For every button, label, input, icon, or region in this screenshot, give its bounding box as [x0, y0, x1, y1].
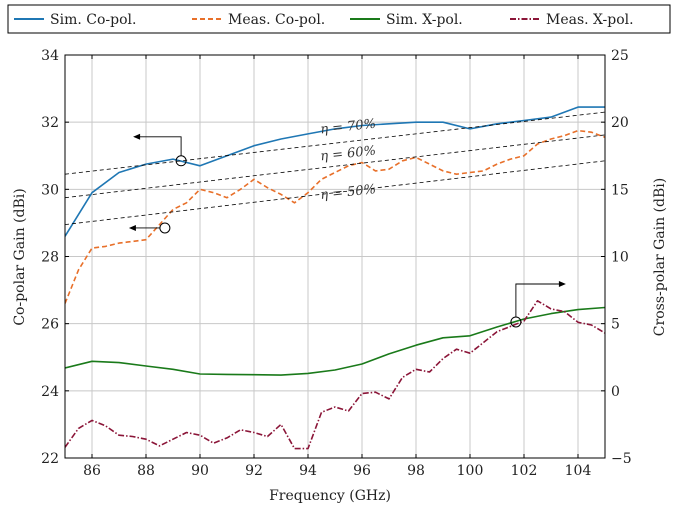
- x-tick-label: 102: [511, 463, 538, 479]
- y-right-tick-label: 10: [611, 250, 629, 266]
- y-left-tick-label: 34: [41, 48, 59, 64]
- efficiency-label: η = 60%: [320, 144, 377, 165]
- y-left-tick-label: 32: [41, 115, 59, 131]
- x-tick-label: 96: [353, 463, 371, 479]
- x-tick-label: 90: [191, 463, 209, 479]
- legend-item-sim-co-pol: Sim. Co-pol.: [14, 12, 136, 28]
- x-tick-label: 94: [299, 463, 317, 479]
- x-tick-label: 92: [245, 463, 263, 479]
- arrow-left-icon: [133, 133, 141, 140]
- legend-box: [7, 4, 671, 34]
- legend-item-meas-x-pol: Meas. X-pol.: [510, 12, 634, 28]
- pointer-circle: [159, 222, 171, 234]
- legend: Sim. Co-pol. Meas. Co-pol. Sim. X-pol. M…: [7, 4, 671, 34]
- legend-label: Meas. X-pol.: [546, 12, 634, 28]
- series-line-meas-x-pol: [65, 299, 605, 450]
- efficiency-label: η = 50%: [320, 182, 377, 203]
- y-right-tick-label: 25: [611, 48, 629, 64]
- pointer-leader: [515, 283, 560, 317]
- legend-label: Sim. Co-pol.: [50, 12, 136, 28]
- efficiency-label: η = 70%: [320, 117, 377, 138]
- y-left-tick-label: 24: [41, 384, 59, 400]
- x-tick-label: 86: [83, 463, 101, 479]
- y-right-tick-label: 15: [611, 182, 629, 198]
- pointer-layer: [128, 133, 566, 328]
- legend-item-meas-co-pol: Meas. Co-pol.: [192, 12, 325, 28]
- y-left-tick-label: 26: [41, 317, 59, 333]
- legend-label: Meas. Co-pol.: [228, 12, 325, 28]
- y-axis-right-label: Cross-polar Gain (dBi): [652, 178, 668, 336]
- x-tick-label: 104: [565, 463, 592, 479]
- y-left-tick-label: 30: [41, 182, 59, 198]
- series-layer: [65, 106, 605, 450]
- y-right-tick-label: −5: [611, 451, 632, 467]
- x-tick-label: 98: [407, 463, 425, 479]
- y-right-tick-label: 5: [611, 317, 620, 333]
- arrow-right-icon: [558, 280, 566, 287]
- x-tick-label: 88: [137, 463, 155, 479]
- y-right-tick-label: 0: [611, 384, 620, 400]
- series-line-sim-co-pol: [65, 106, 605, 237]
- arrow-left-icon: [128, 224, 136, 231]
- y-left-tick-label: 22: [41, 451, 59, 467]
- legend-item-sim-x-pol: Sim. X-pol.: [350, 12, 463, 28]
- pointer-leader: [139, 136, 182, 156]
- y-axis-left-label: Co-polar Gain (dBi): [12, 188, 28, 325]
- x-tick-label: 100: [457, 463, 484, 479]
- legend-label: Sim. X-pol.: [386, 12, 463, 28]
- y-left-tick-label: 28: [41, 250, 59, 266]
- series-line-meas-co-pol: [65, 129, 605, 304]
- grid: [65, 54, 605, 459]
- x-axis-label: Frequency (GHz): [269, 488, 391, 504]
- y-right-tick-label: 20: [611, 115, 629, 131]
- tick-layer: 86 88 90 92 94 96 98 100 102 104 22 24 26 28 30 32 34 −5 0…: [41, 48, 631, 479]
- series-line-sim-x-pol: [65, 306, 605, 376]
